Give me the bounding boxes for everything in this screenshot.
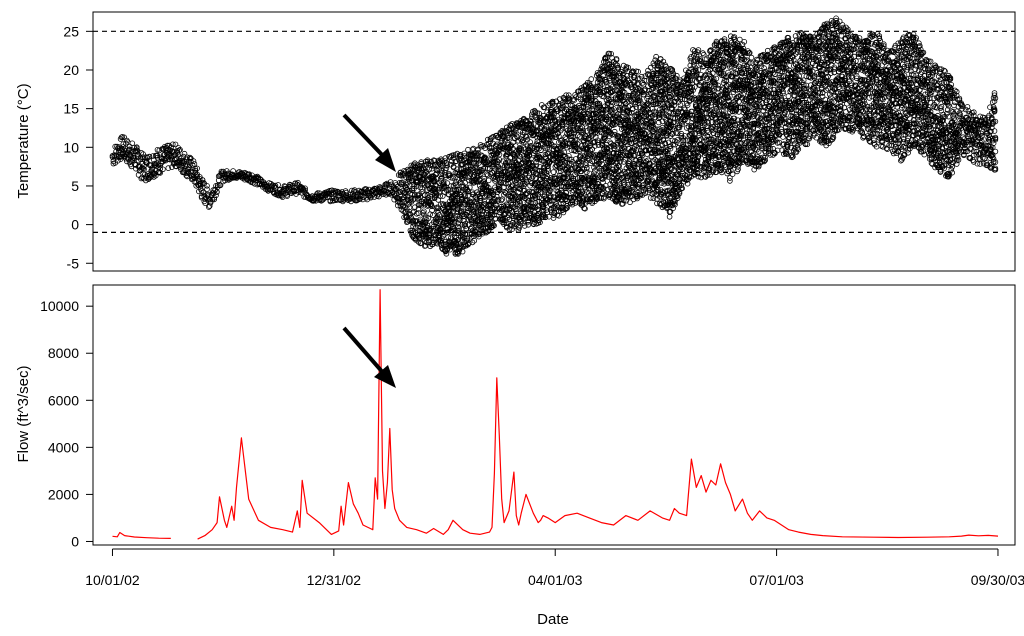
temperature-point	[156, 169, 163, 176]
temperature-point	[134, 147, 140, 153]
temperature-point	[666, 214, 673, 220]
temperature-point	[134, 145, 140, 152]
temperature-point	[134, 148, 141, 154]
temperature-point	[588, 76, 595, 82]
temperature-point	[141, 166, 147, 173]
temperature-point	[220, 168, 227, 175]
temperature-point	[302, 185, 308, 192]
temperature-point	[161, 157, 168, 163]
temperature-point	[179, 163, 185, 170]
temperature-point	[176, 147, 182, 154]
temperature-point	[217, 182, 224, 189]
temperature-point	[550, 169, 557, 175]
temperature-point	[290, 187, 297, 194]
temperature-point	[204, 186, 210, 193]
temperature-point	[181, 150, 188, 157]
temperature-point	[185, 169, 191, 176]
temperature-point	[272, 182, 279, 189]
temperature-point	[172, 141, 179, 148]
temperature-reference-lines	[93, 30, 1015, 233]
temperature-point	[120, 144, 127, 150]
temperature-point	[157, 165, 164, 172]
temperature-point	[157, 170, 164, 176]
temperature-point	[152, 172, 159, 179]
temperature-point	[246, 171, 253, 178]
temperature-point	[222, 177, 228, 184]
temperature-point	[320, 196, 326, 203]
temperature-point	[331, 188, 338, 194]
temperature-point	[147, 174, 154, 181]
temperature-point	[207, 200, 214, 206]
temperature-point	[152, 160, 158, 167]
temperature-point	[465, 146, 471, 153]
temperature-point	[187, 154, 193, 161]
temperature-point	[194, 165, 200, 172]
temperature-point	[365, 190, 371, 196]
temperature-point	[271, 183, 278, 190]
temperature-point	[345, 197, 352, 203]
temperature-point	[499, 196, 506, 203]
temperature-point	[170, 141, 176, 148]
temperature-point	[200, 179, 207, 186]
temperature-point	[214, 189, 220, 195]
temperature-point	[146, 153, 153, 160]
temperature-point	[213, 192, 219, 199]
temperature-points	[109, 15, 999, 257]
temperature-point	[143, 154, 150, 161]
temperature-point	[160, 166, 166, 173]
temperature-point	[131, 155, 137, 162]
temperature-point	[135, 157, 142, 164]
temperature-point	[115, 157, 121, 164]
temperature-point	[647, 64, 654, 71]
temperature-point	[357, 196, 363, 202]
temperature-point	[140, 151, 146, 157]
temperature-point	[140, 165, 146, 172]
temperature-point	[149, 167, 155, 173]
temperature-point	[202, 200, 209, 207]
temperature-point	[165, 165, 172, 171]
temperature-point	[225, 170, 232, 177]
temperature-point	[200, 189, 207, 196]
temperature-point	[204, 183, 210, 189]
temperature-point	[222, 171, 228, 178]
temperature-point	[286, 181, 293, 188]
temperature-point	[142, 171, 148, 178]
temperature-point	[485, 177, 492, 184]
temperature-point	[190, 158, 197, 164]
temperature-point	[459, 248, 466, 255]
temperature-point	[433, 170, 440, 177]
temperature-point	[328, 191, 335, 198]
temperature-point	[275, 182, 281, 188]
temperature-point	[134, 151, 141, 158]
temperature-point	[209, 196, 216, 203]
temperature-point	[123, 140, 129, 147]
temperature-point	[175, 145, 182, 151]
temperature-point	[177, 146, 183, 153]
temperature-point	[170, 148, 177, 155]
temperature-point	[121, 134, 127, 141]
temperature-point	[168, 144, 174, 151]
